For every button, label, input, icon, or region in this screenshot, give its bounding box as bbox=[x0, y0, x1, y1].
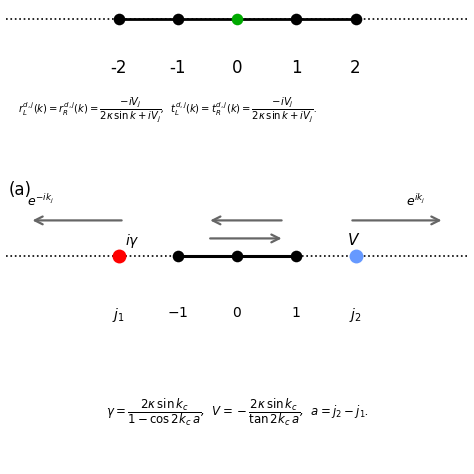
Text: $0$: $0$ bbox=[232, 306, 242, 320]
Point bbox=[115, 15, 122, 23]
Point bbox=[115, 252, 122, 260]
Point bbox=[233, 15, 241, 23]
Text: (a): (a) bbox=[9, 181, 32, 199]
Text: $e^{-ik_j}$: $e^{-ik_j}$ bbox=[27, 193, 54, 210]
Point bbox=[352, 15, 359, 23]
Text: $1$: $1$ bbox=[292, 306, 301, 320]
Text: $\gamma=\dfrac{2\kappa\,\mathrm{sin}\,k_c}{1-\cos 2k_c\,a}$,  $V=-\dfrac{2\kappa: $\gamma=\dfrac{2\kappa\,\mathrm{sin}\,k_… bbox=[106, 396, 368, 428]
Text: 1: 1 bbox=[291, 59, 301, 77]
Text: $j_1$: $j_1$ bbox=[112, 306, 125, 324]
Point bbox=[352, 252, 359, 260]
Text: 0: 0 bbox=[232, 59, 242, 77]
Text: $j_2$: $j_2$ bbox=[349, 306, 362, 324]
Point bbox=[292, 15, 300, 23]
Point bbox=[174, 15, 182, 23]
Text: $i\gamma$: $i\gamma$ bbox=[125, 232, 139, 250]
Text: $V$: $V$ bbox=[346, 232, 360, 248]
Text: $r_L^{d,j}(k)=r_R^{d,j}(k)=\dfrac{-iV_j}{2\kappa\,\mathrm{sin}\,k+iV_j}$,  $t_L^: $r_L^{d,j}(k)=r_R^{d,j}(k)=\dfrac{-iV_j}… bbox=[18, 95, 317, 124]
Text: -2: -2 bbox=[110, 59, 127, 77]
Text: 2: 2 bbox=[350, 59, 361, 77]
Text: -1: -1 bbox=[170, 59, 186, 77]
Point bbox=[174, 252, 182, 260]
Point bbox=[233, 252, 241, 260]
Text: $e^{ik_j}$: $e^{ik_j}$ bbox=[406, 193, 425, 210]
Text: $-1$: $-1$ bbox=[167, 306, 188, 320]
Point bbox=[292, 252, 300, 260]
